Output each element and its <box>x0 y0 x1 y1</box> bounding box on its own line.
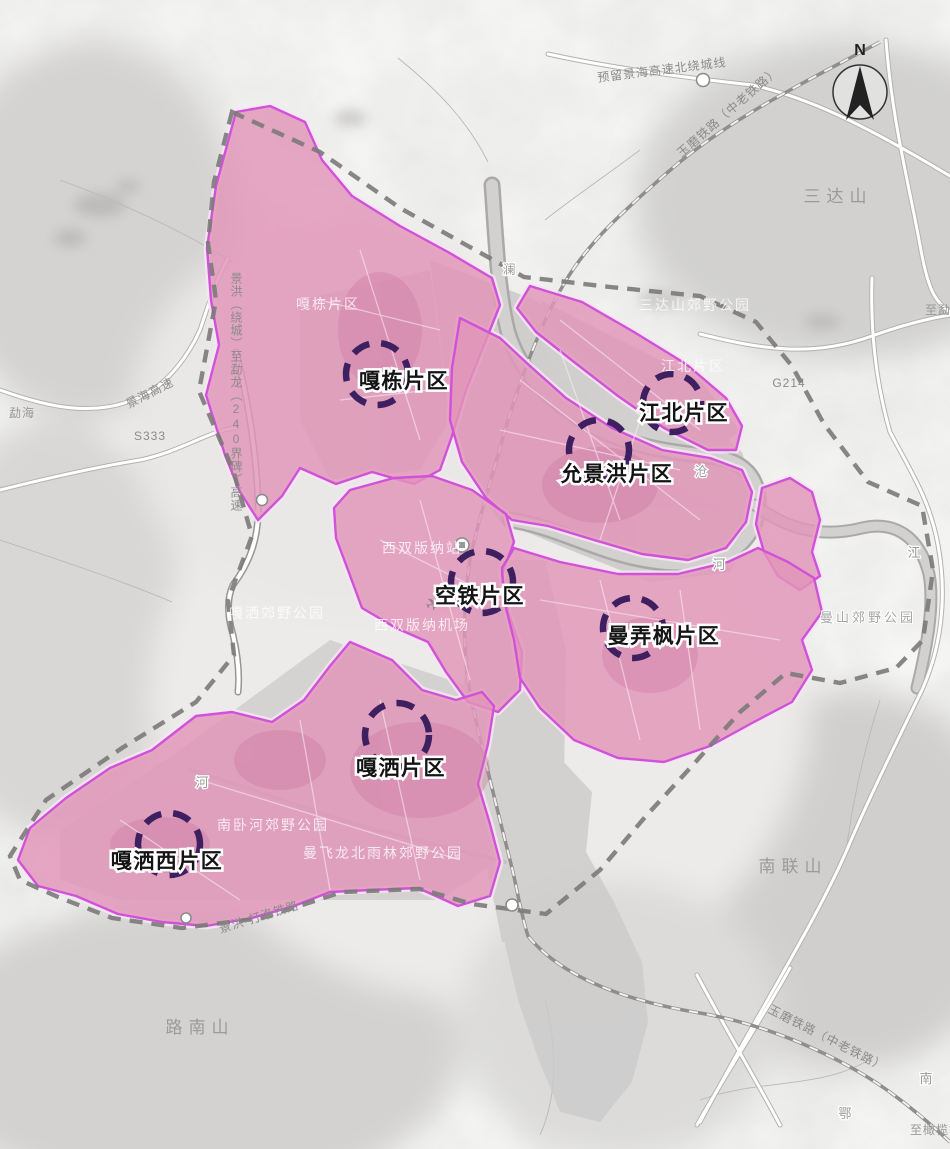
railway-station-icon <box>505 898 519 912</box>
terrain-label-manshan-park: 曼山郊野公园 <box>820 610 916 625</box>
district-circle-jiangbei <box>639 370 705 436</box>
area-label-xishuangbanna-station: 西双版纳站 <box>382 540 462 556</box>
edge-labels: 勐海 至勐 至橄榄坝 <box>9 303 950 1137</box>
river-char-lan: 澜 <box>502 262 515 277</box>
area-label-xishuangbanna-airport: 西双版纳机场 <box>374 617 470 633</box>
district-circle-yunjinghong <box>565 416 633 484</box>
district-labels: 嘎栋片区 江北片区 允景洪片区 空铁片区 曼弄枫片区 嘎洒片区 嘎洒西片区 <box>108 367 730 876</box>
north-arrow: N <box>832 42 888 120</box>
district-label-gasaxi: 嘎洒西片区 <box>111 850 224 873</box>
edge-label-ganlanba: 至橄榄坝 <box>910 1122 950 1137</box>
area-label-nanwohe-park: 南卧河郊野公园 <box>217 817 329 833</box>
river-char-e: 鄂 <box>838 1106 851 1121</box>
area-label-manfeilong-park: 曼飞龙北雨林郊野公园 <box>303 845 463 861</box>
north-arrow-needle <box>846 66 874 120</box>
north-arrow-label: N <box>854 42 866 59</box>
river-name-chars: 澜 沧 江 河 河 南 鄂 <box>194 261 934 1123</box>
area-label-sandashan-park: 三达山郊野公园 <box>639 297 751 313</box>
district-label-mannongfeng: 曼弄枫片区 <box>608 625 721 648</box>
interchange-icon <box>255 493 269 507</box>
roads <box>0 37 950 1128</box>
route-label-g214: G214 <box>772 376 805 390</box>
terrain-label-sandashan: 三达山 <box>804 187 873 206</box>
route-label-s333: S333 <box>134 429 166 443</box>
district-inner-parks <box>110 272 698 873</box>
edge-label-zhimeng: 至勐 <box>925 303 950 317</box>
interchange-icon <box>695 72 711 88</box>
area-label-jiangbei-faint: 江北片区 <box>661 358 725 374</box>
river-char-jiang: 江 <box>907 545 920 560</box>
terrain-labels: 三达山 南联山 路南山 曼山郊野公园 <box>166 187 916 1037</box>
district-label-gadong: 嘎栋片区 <box>359 369 449 393</box>
area-label-gasa-park: 嘎洒郊野公园 <box>229 605 325 621</box>
district-circle-gadong <box>342 339 412 409</box>
terrain-label-nanlianshan: 南联山 <box>759 857 828 876</box>
interchange-icon <box>180 912 192 924</box>
district-label-kongtie: 空铁片区 <box>435 584 525 608</box>
district-label-jiangbei: 江北片区 <box>639 402 729 425</box>
district-circle-gasa <box>361 699 433 771</box>
area-label-gadong-faint: 嘎栋片区 <box>296 296 360 312</box>
river-char-nan: 南 <box>919 1071 932 1086</box>
river-char-cang: 沧 <box>694 464 707 479</box>
district-label-yunjinghong: 允景洪片区 <box>560 462 674 486</box>
municipal-boundary <box>7 108 936 931</box>
district-circle-kongtie <box>447 547 517 617</box>
terrain-label-lunanshan: 路南山 <box>166 1018 235 1037</box>
map-icons: ✈ <box>180 72 711 924</box>
district-circle-mannongfeng <box>599 594 667 662</box>
district-circles <box>134 339 705 879</box>
route-label-ring-expressway: 景洪（绕城）至勐龙（240界碑）高速 <box>229 272 243 512</box>
district-circle-gasaxi <box>134 809 204 879</box>
area-labels: 嘎栋片区 三达山郊野公园 江北片区 西双版纳站 西双版纳机场 嘎洒郊野公园 南卧… <box>217 296 751 861</box>
forest-patches <box>54 110 840 330</box>
district-label-gasa: 嘎洒片区 <box>356 757 446 780</box>
river-char-he-1: 河 <box>712 557 725 572</box>
river-char-he-2: 河 <box>195 775 208 790</box>
edge-label-menghai: 勐海 <box>9 405 35 420</box>
district-polygons <box>14 102 826 930</box>
